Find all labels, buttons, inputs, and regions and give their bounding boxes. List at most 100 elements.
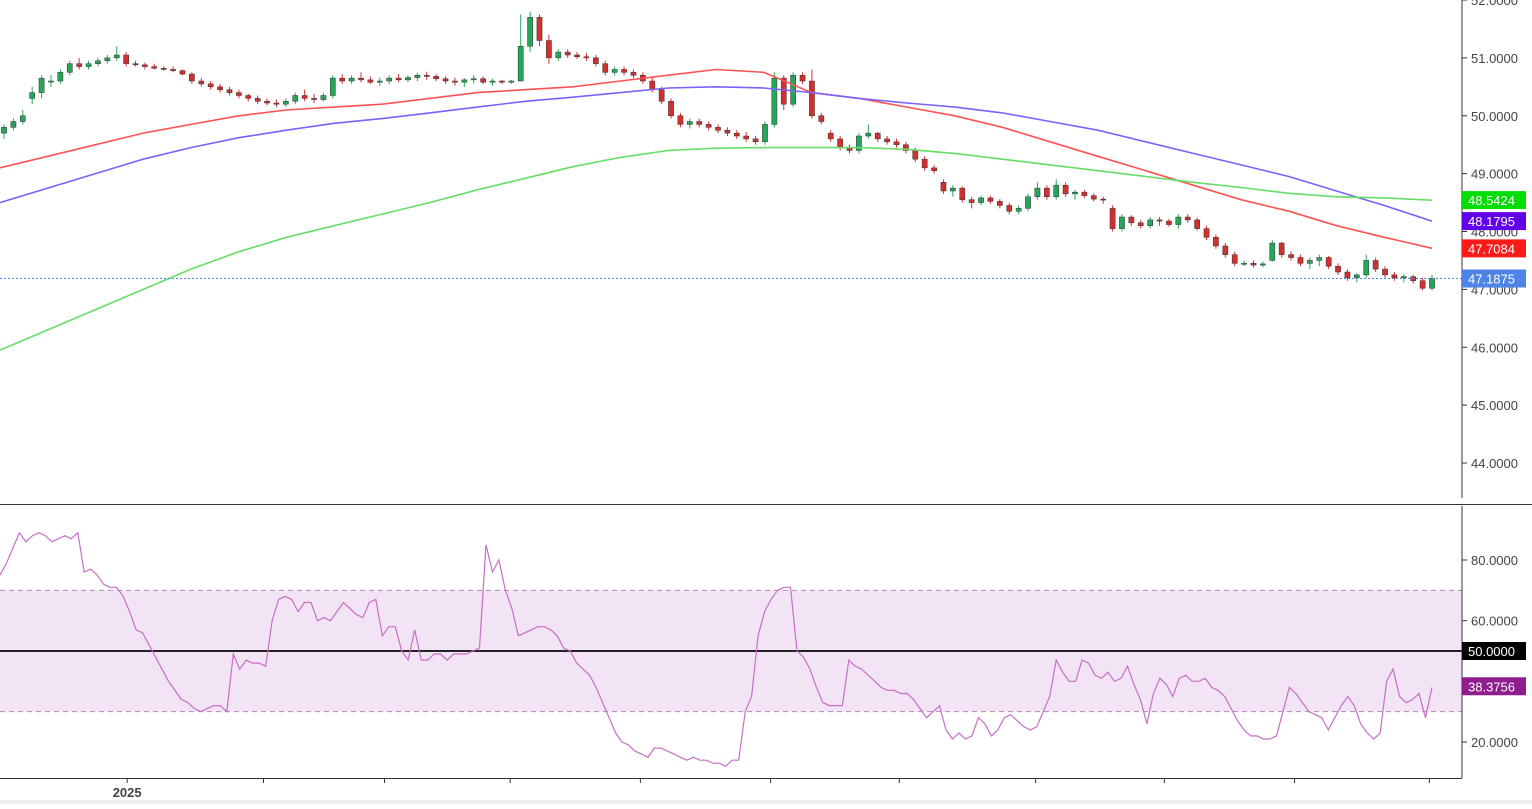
candle[interactable] xyxy=(273,99,280,108)
candle[interactable] xyxy=(19,109,26,125)
candle[interactable] xyxy=(179,69,186,76)
candle[interactable] xyxy=(1231,251,1238,267)
candle[interactable] xyxy=(1400,274,1407,283)
candle[interactable] xyxy=(151,63,158,70)
candle[interactable] xyxy=(950,185,956,197)
candle[interactable] xyxy=(1335,263,1341,275)
candle[interactable] xyxy=(104,54,111,64)
candle[interactable] xyxy=(461,78,468,87)
candle[interactable] xyxy=(198,78,205,87)
candle[interactable] xyxy=(903,141,909,154)
candle[interactable] xyxy=(1363,254,1370,278)
candle[interactable] xyxy=(611,66,618,76)
candle[interactable] xyxy=(856,133,862,154)
candle[interactable] xyxy=(1081,189,1088,198)
candle[interactable] xyxy=(1316,254,1323,267)
candle[interactable] xyxy=(517,14,524,82)
candle[interactable] xyxy=(1006,202,1013,215)
candle[interactable] xyxy=(1288,251,1294,261)
candle[interactable] xyxy=(376,77,383,86)
candle[interactable] xyxy=(921,156,928,171)
candle[interactable] xyxy=(790,72,796,108)
candle[interactable] xyxy=(724,127,731,137)
candle[interactable] xyxy=(1222,243,1229,258)
candle[interactable] xyxy=(1194,217,1200,231)
candle[interactable] xyxy=(1128,215,1135,226)
candle[interactable] xyxy=(207,81,214,90)
candle[interactable] xyxy=(1100,196,1107,204)
candle[interactable] xyxy=(1184,214,1191,223)
candle[interactable] xyxy=(536,14,543,47)
candle[interactable] xyxy=(668,98,674,119)
candle[interactable] xyxy=(564,49,571,58)
candle[interactable] xyxy=(170,66,176,73)
candle[interactable] xyxy=(602,60,609,76)
oscillator-panel[interactable] xyxy=(0,531,1462,768)
candle[interactable] xyxy=(1213,234,1219,249)
candle[interactable] xyxy=(733,130,740,139)
candle[interactable] xyxy=(160,65,167,71)
candle[interactable] xyxy=(968,196,975,209)
candle[interactable] xyxy=(809,69,815,119)
candle[interactable] xyxy=(658,86,665,105)
candle[interactable] xyxy=(1325,255,1332,270)
candle[interactable] xyxy=(113,46,120,61)
candle[interactable] xyxy=(743,131,750,142)
candle[interactable] xyxy=(245,93,252,102)
candle[interactable] xyxy=(1391,272,1398,281)
candle[interactable] xyxy=(1175,214,1182,229)
candle[interactable] xyxy=(1307,257,1313,270)
candle[interactable] xyxy=(1137,219,1144,229)
candle[interactable] xyxy=(555,49,562,61)
candle[interactable] xyxy=(123,52,129,67)
candle[interactable] xyxy=(48,75,54,87)
candle[interactable] xyxy=(57,69,64,84)
candle[interactable] xyxy=(940,179,947,194)
candle[interactable] xyxy=(292,92,299,105)
candle[interactable] xyxy=(762,121,768,145)
candle[interactable] xyxy=(799,72,806,84)
candle[interactable] xyxy=(405,75,411,83)
candle[interactable] xyxy=(329,75,336,99)
moving-average-line-1[interactable] xyxy=(0,68,1433,250)
candle[interactable] xyxy=(348,75,355,84)
candle[interactable] xyxy=(1354,273,1360,283)
candle[interactable] xyxy=(987,195,994,204)
candle[interactable] xyxy=(452,77,458,86)
candle[interactable] xyxy=(959,186,966,203)
candle[interactable] xyxy=(1015,205,1022,215)
candle[interactable] xyxy=(1241,260,1247,267)
candle[interactable] xyxy=(771,72,778,128)
candle[interactable] xyxy=(264,98,270,106)
candle[interactable] xyxy=(574,52,580,60)
candle[interactable] xyxy=(442,76,449,84)
candle[interactable] xyxy=(189,72,195,84)
candle[interactable] xyxy=(1382,266,1388,278)
moving-average-line-2[interactable] xyxy=(0,85,1433,222)
candle[interactable] xyxy=(1269,240,1276,262)
candle[interactable] xyxy=(1109,205,1116,232)
candle[interactable] xyxy=(546,34,552,64)
candle[interactable] xyxy=(583,53,590,61)
candle[interactable] xyxy=(1072,189,1078,200)
candle[interactable] xyxy=(1053,179,1060,200)
candle[interactable] xyxy=(386,75,393,84)
candle[interactable] xyxy=(527,11,533,53)
candle[interactable] xyxy=(1166,218,1172,227)
candle[interactable] xyxy=(630,69,637,79)
candle[interactable] xyxy=(1156,217,1163,226)
candle[interactable] xyxy=(686,118,693,129)
candle[interactable] xyxy=(489,78,496,86)
candle[interactable] xyxy=(884,136,890,145)
candle[interactable] xyxy=(978,195,984,206)
candle[interactable] xyxy=(1119,214,1125,232)
price-panel[interactable] xyxy=(0,11,1462,351)
candle[interactable] xyxy=(715,124,721,134)
candle[interactable] xyxy=(66,60,73,76)
candle[interactable] xyxy=(142,62,148,70)
candle[interactable] xyxy=(226,86,233,96)
candle[interactable] xyxy=(1147,217,1153,229)
candle[interactable] xyxy=(85,60,92,70)
